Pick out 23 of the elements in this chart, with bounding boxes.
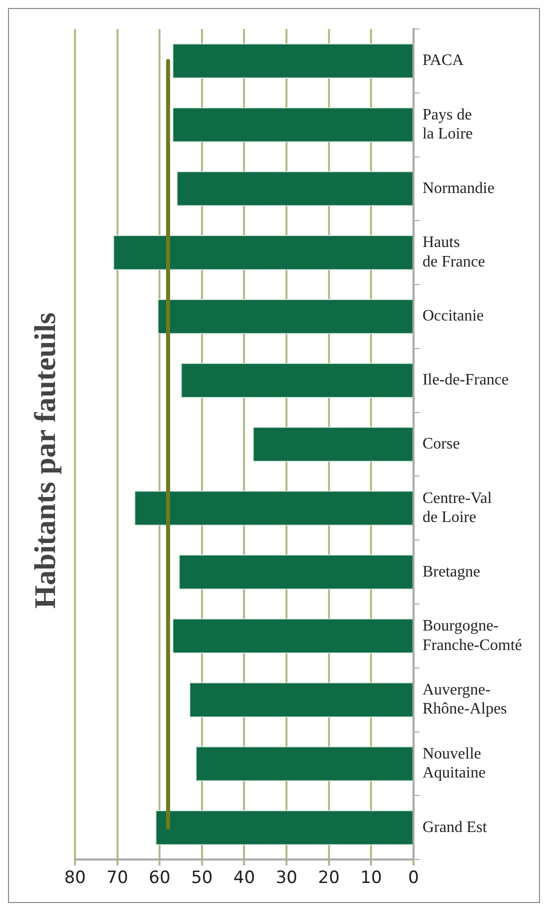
y-tick-label: Bourgogne- Franche-Comté xyxy=(422,618,522,654)
y-tick-label: Nouvelle Aquitaine xyxy=(422,745,486,782)
y-tick-label: Grand Est xyxy=(422,818,488,836)
x-tick-label: 50 xyxy=(191,868,213,888)
y-tick-label: Occitanie xyxy=(422,308,484,325)
y-tick-label: Ile-de-France xyxy=(422,372,509,389)
y-tick-label: Normandie xyxy=(422,180,494,197)
y-tick-label: Auvergne- Rhône-Alpes xyxy=(422,681,507,718)
x-tick-label: 20 xyxy=(318,868,340,888)
x-tick-label: 10 xyxy=(360,868,382,888)
y-tick-label: Pays de la Loire xyxy=(422,106,473,143)
x-tick-label: 60 xyxy=(148,868,170,888)
x-tick-label: 0 xyxy=(408,868,419,888)
y-tick-label: Centre-Val de Loire xyxy=(422,490,492,526)
text: Habitants par fauteuils xyxy=(28,312,62,609)
x-tick-label: 80 xyxy=(64,868,86,888)
y-tick-label: PACA xyxy=(422,52,464,70)
x-tick-label: 40 xyxy=(233,868,256,888)
y-tick-label: Corse xyxy=(422,436,460,453)
x-tick-label: 70 xyxy=(106,868,128,888)
y-tick-label: Bretagne xyxy=(422,563,480,580)
y-tick-label: Hauts de France xyxy=(422,234,486,270)
x-tick-label: 30 xyxy=(276,868,298,888)
